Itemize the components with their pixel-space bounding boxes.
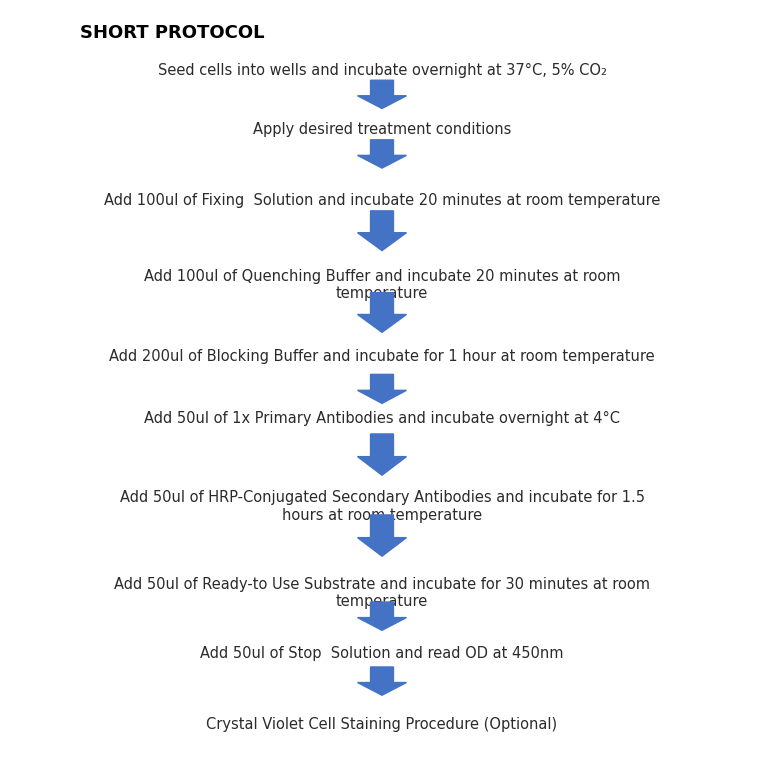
Text: Add 100ul of Quenching Buffer and incubate 20 minutes at room
temperature: Add 100ul of Quenching Buffer and incuba… [144,269,620,301]
Text: Crystal Violet Cell Staining Procedure (Optional): Crystal Violet Cell Staining Procedure (… [206,717,558,732]
FancyArrow shape [358,374,406,403]
Text: Seed cells into wells and incubate overnight at 37°C, 5% CO₂: Seed cells into wells and incubate overn… [157,63,607,78]
Text: Apply des​ired treatment conditions: Apply des​ired treatment conditions [253,122,511,138]
Text: Add 100ul of Fixing  Solution and incubate 20 minutes at room temperature: Add 100ul of Fixing Solution and incubat… [104,193,660,208]
FancyArrow shape [358,140,406,168]
FancyArrow shape [358,667,406,695]
Text: Add 50ul of Ready-to Use Substrate and incubate for 30 minutes at room
temperatu: Add 50ul of Ready-to Use Substrate and i… [114,577,650,609]
FancyArrow shape [358,80,406,108]
Text: Add 50ul of Stop  Solution and read OD at 450nm: Add 50ul of Stop Solution and read OD at… [200,646,564,661]
Text: SHORT PROTOCOL: SHORT PROTOCOL [80,24,264,43]
Text: Add 50ul of HRP-Conjugated Secondary Antibodies and incubate for 1.5
hours at ro: Add 50ul of HRP-Conjugated Secondary Ant… [119,490,645,523]
FancyArrow shape [358,293,406,332]
FancyArrow shape [358,211,406,251]
FancyArrow shape [358,602,406,630]
Text: Add 200ul of Blocking Buffer and incubate for 1 hour at room temperature: Add 200ul of Blocking Buffer and incubat… [109,349,655,364]
FancyArrow shape [358,515,406,556]
Text: Add 50ul of 1x Primary Antibodies and incubate overnight at 4°C: Add 50ul of 1x Primary Antibodies and in… [144,411,620,426]
FancyArrow shape [358,434,406,475]
